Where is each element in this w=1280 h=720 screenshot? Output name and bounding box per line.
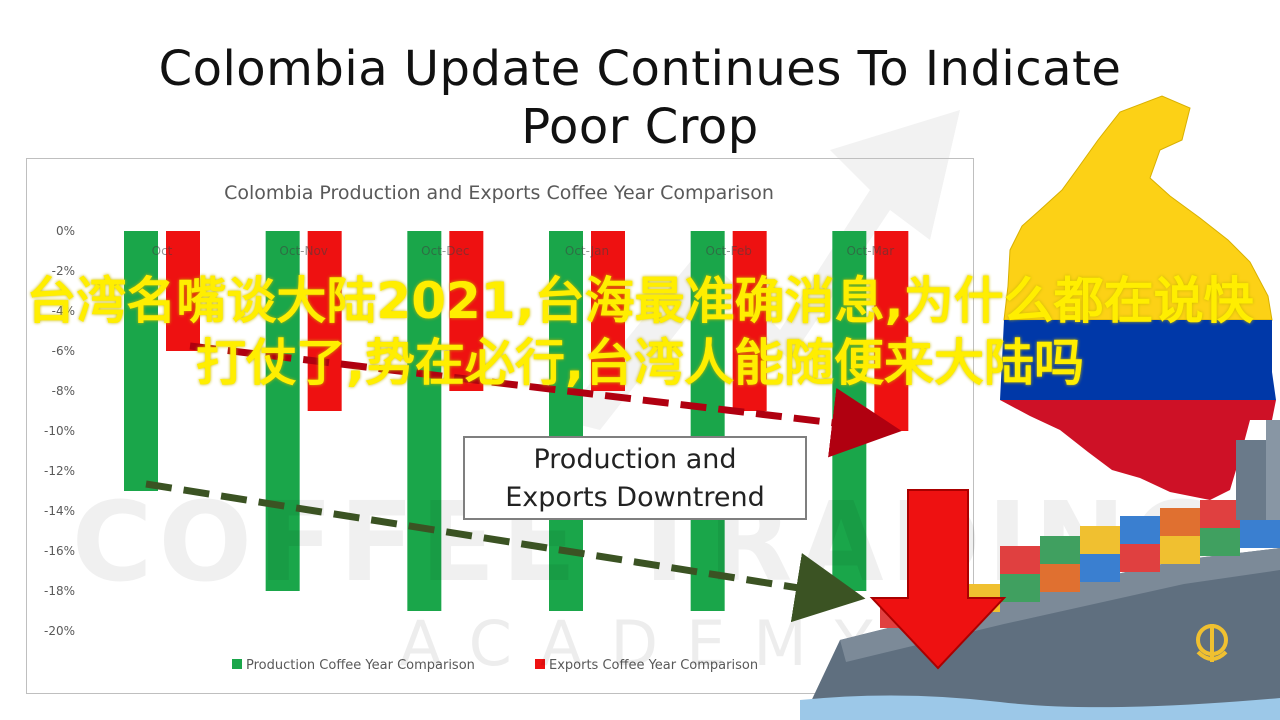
container (1120, 544, 1160, 572)
category-label: Oct-Feb (706, 244, 752, 258)
ship-bridge (1236, 440, 1266, 520)
container (1000, 546, 1040, 574)
callout-line-2: Exports Downtrend (505, 482, 765, 513)
chart-title: Colombia Production and Exports Coffee Y… (224, 182, 774, 204)
container (1040, 536, 1080, 564)
y-tick-label: -18% (44, 584, 75, 598)
page-title: Colombia Update Continues To Indicate Po… (0, 40, 1280, 156)
legend-label-production: Production Coffee Year Comparison (246, 658, 475, 673)
map-red (1000, 400, 1276, 500)
category-label: Oct-Mar (846, 244, 894, 258)
callout-box: Production and Exports Downtrend (463, 436, 807, 520)
page-title-line-1: Colombia Update Continues To Indicate (158, 41, 1122, 98)
y-tick-label: -10% (44, 424, 75, 438)
water (800, 695, 1280, 720)
container (1200, 500, 1240, 528)
container (1040, 564, 1080, 592)
y-tick-label: -4% (52, 304, 75, 318)
container (1240, 520, 1280, 548)
y-tick-label: -6% (52, 344, 75, 358)
y-axis-ticks: 0% -2% -4% -6% -8% -10% -12% -14% -16% -18% -20% (44, 224, 75, 638)
container (1080, 554, 1120, 582)
exports-bar (166, 231, 200, 351)
container (1120, 516, 1160, 544)
category-label: Oct-Dec (421, 244, 469, 258)
ship-hull (806, 548, 1280, 720)
y-tick-label: -12% (44, 464, 75, 478)
anchor-icon (1196, 624, 1228, 662)
chart-legend: Production Coffee Year Comparison Export… (232, 658, 758, 673)
category-label: Oct-Nov (279, 244, 328, 258)
container (1200, 528, 1240, 556)
container (1080, 526, 1120, 554)
legend-label-exports: Exports Coffee Year Comparison (549, 658, 758, 673)
ship-bridge (1266, 420, 1280, 520)
overlay-caption: 台湾名嘴谈大陆2021,台海最准确消息,为什么都在说快打仗了,势在必行,台湾人能… (26, 272, 1254, 392)
legend-swatch-production (232, 659, 242, 669)
container (1160, 508, 1200, 536)
category-label: Oct-Jan (565, 244, 609, 258)
colombia-map-icon (1000, 95, 1276, 500)
container (1000, 574, 1040, 602)
map-blue (1000, 320, 1276, 400)
y-tick-label: -14% (44, 504, 75, 518)
y-tick-label: -8% (52, 384, 75, 398)
red-down-arrow-icon (869, 489, 1007, 670)
y-tick-label: -16% (44, 544, 75, 558)
map-yellow (1003, 95, 1273, 321)
container (1160, 536, 1200, 564)
production-bar (124, 231, 158, 491)
callout-line-1: Production and (533, 444, 737, 475)
category-labels: Oct Oct-Nov Oct-Dec Oct-Jan Oct-Feb Oct-Mar (152, 244, 895, 258)
page-title-line-2: Poor Crop (521, 99, 759, 156)
legend-swatch-exports (535, 659, 545, 669)
y-tick-label: -2% (52, 264, 75, 278)
category-label: Oct (152, 244, 173, 258)
y-tick-label: 0% (56, 224, 75, 238)
y-tick-label: -20% (44, 624, 75, 638)
